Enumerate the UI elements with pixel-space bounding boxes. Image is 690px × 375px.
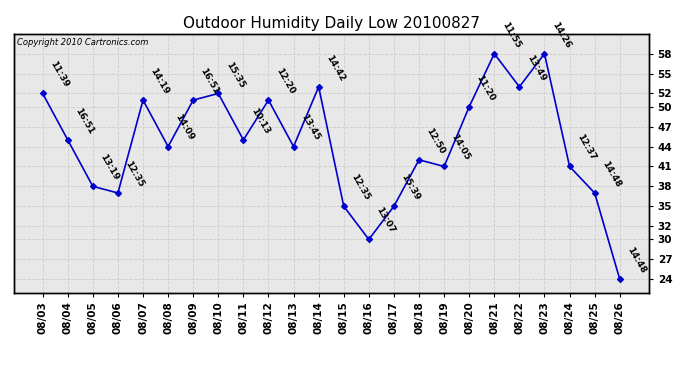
Text: 11:55: 11:55 — [500, 20, 522, 50]
Text: 13:49: 13:49 — [525, 53, 547, 82]
Text: 12:35: 12:35 — [124, 159, 146, 189]
Text: 10:13: 10:13 — [249, 106, 271, 136]
Text: 14:48: 14:48 — [625, 246, 647, 275]
Text: 12:20: 12:20 — [274, 67, 296, 96]
Text: 11:39: 11:39 — [48, 60, 70, 89]
Text: 13:45: 13:45 — [299, 113, 322, 142]
Text: 14:26: 14:26 — [550, 20, 572, 50]
Text: 14:09: 14:09 — [174, 113, 196, 142]
Text: 13:19: 13:19 — [99, 153, 121, 182]
Text: 16:51: 16:51 — [199, 67, 221, 96]
Text: 14:05: 14:05 — [450, 133, 472, 162]
Text: 12:50: 12:50 — [424, 126, 446, 156]
Text: 14:42: 14:42 — [324, 53, 346, 82]
Text: Copyright 2010 Cartronics.com: Copyright 2010 Cartronics.com — [17, 38, 148, 46]
Text: 11:20: 11:20 — [475, 74, 497, 103]
Text: 15:39: 15:39 — [400, 172, 422, 202]
Text: 13:07: 13:07 — [375, 206, 397, 235]
Text: 12:35: 12:35 — [349, 173, 371, 202]
Text: 16:51: 16:51 — [73, 106, 95, 136]
Text: 14:19: 14:19 — [148, 66, 171, 96]
Title: Outdoor Humidity Daily Low 20100827: Outdoor Humidity Daily Low 20100827 — [183, 16, 480, 31]
Text: 15:35: 15:35 — [224, 60, 246, 89]
Text: 14:48: 14:48 — [600, 159, 622, 189]
Text: 12:37: 12:37 — [575, 133, 598, 162]
